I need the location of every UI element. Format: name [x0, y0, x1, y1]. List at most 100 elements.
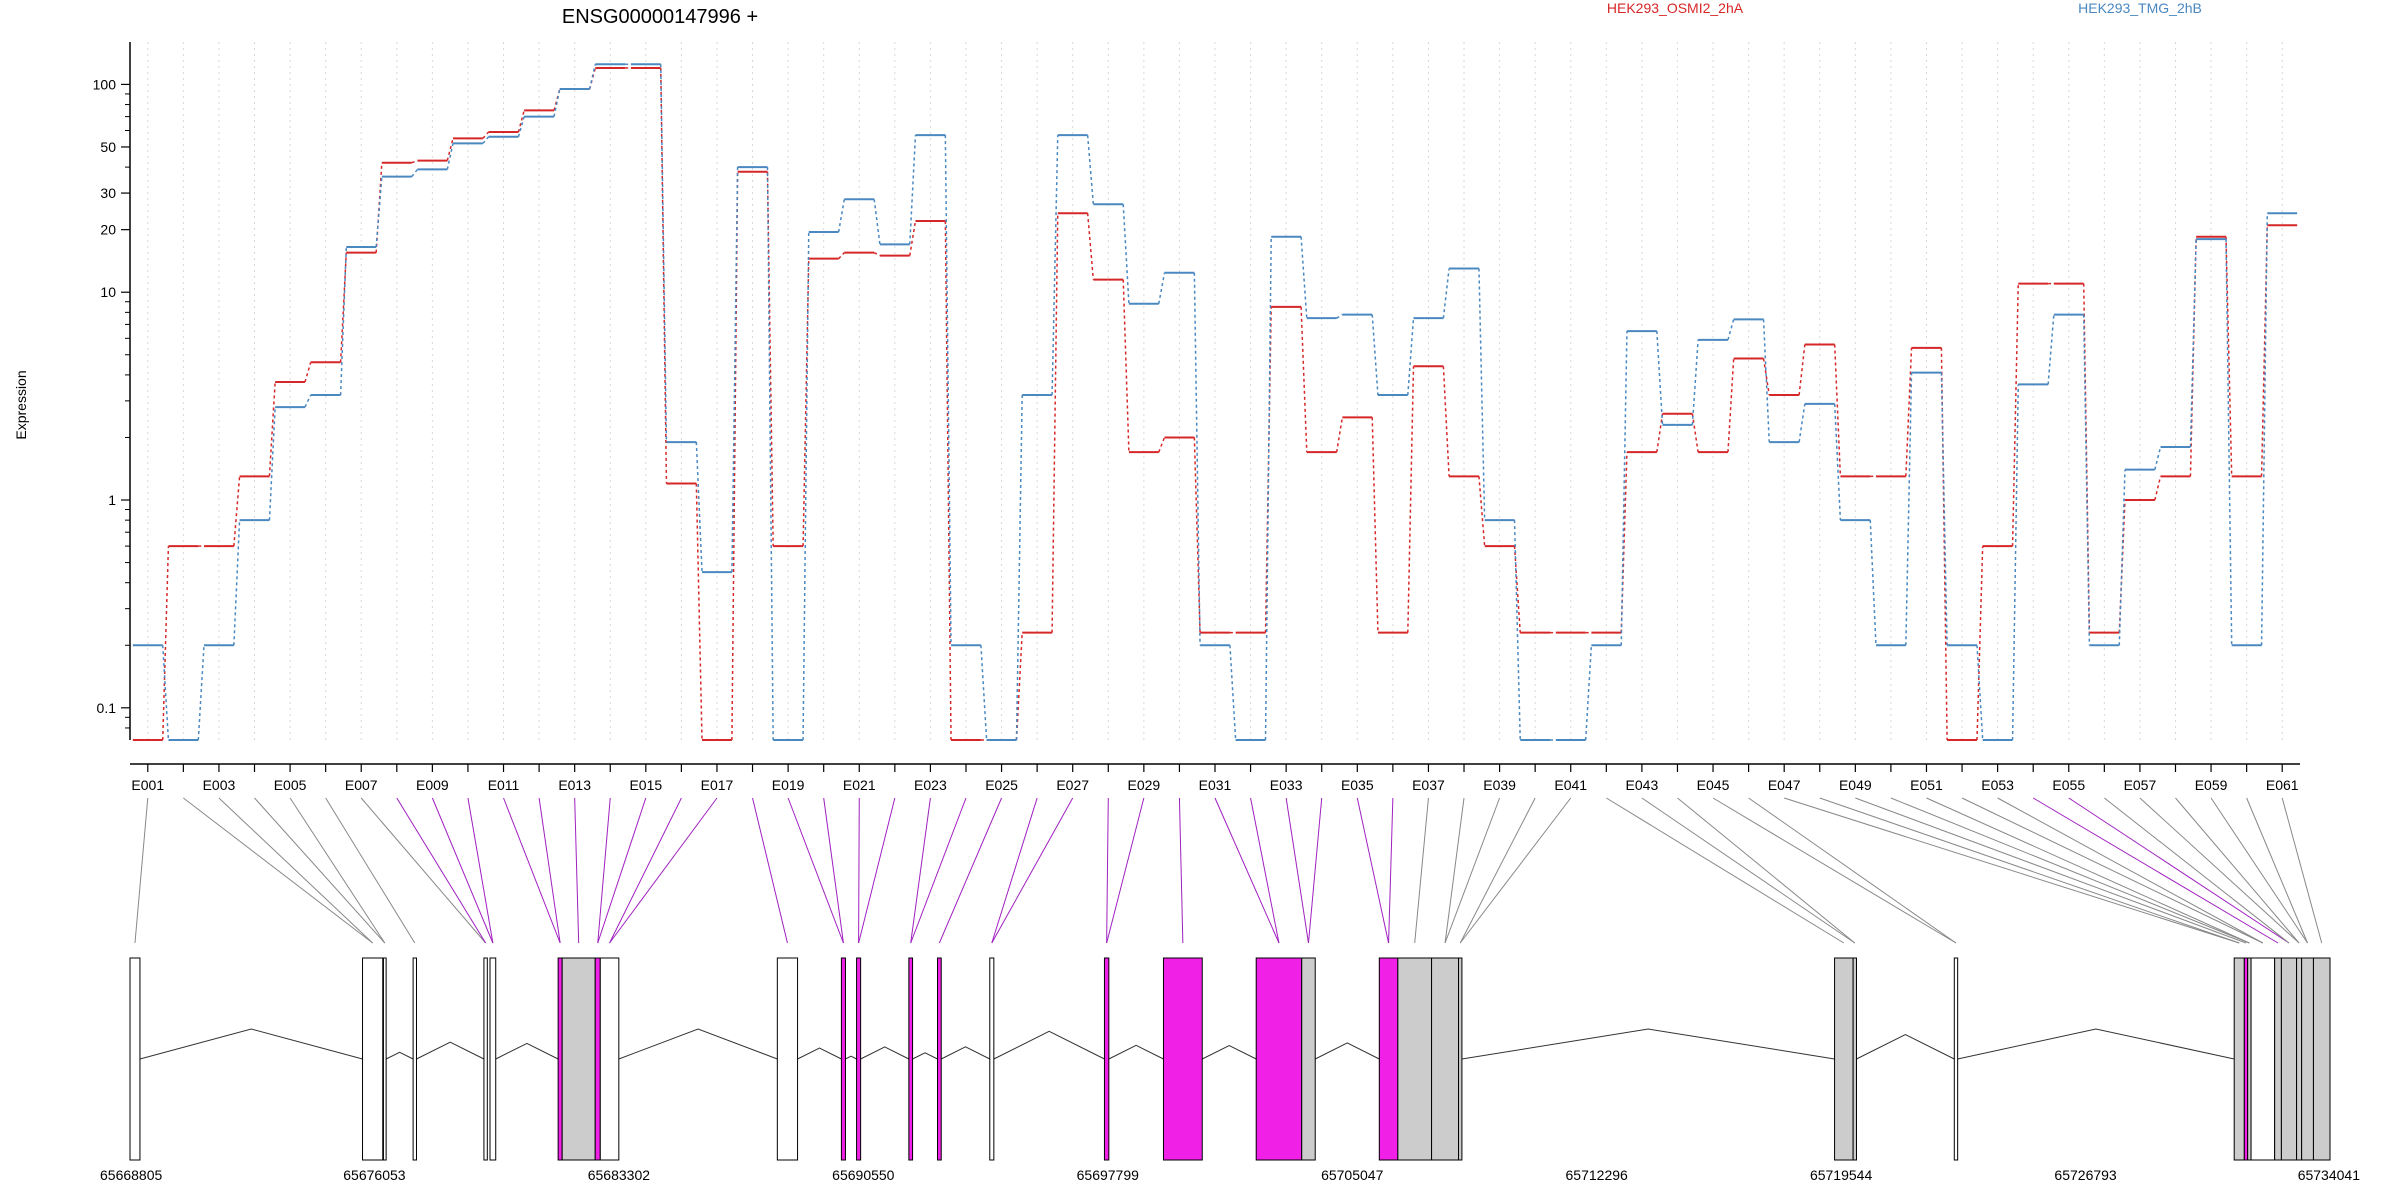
intron-3	[385, 1051, 414, 1060]
grid-lines	[147, 42, 2283, 740]
transition-HEK293_TMG_2hB-E051	[1940, 372, 1948, 646]
exon-box-11	[776, 957, 799, 1161]
exon-box-26	[1852, 957, 1857, 1161]
exon-box-12	[840, 957, 846, 1161]
transition-HEK293_OSMI2_2hA-E023	[944, 221, 952, 741]
transition-HEK293_TMG_2hB-E048	[1833, 403, 1842, 521]
transition-HEK293_TMG_2hB-E007	[375, 176, 383, 248]
transition-HEK293_OSMI2_2hA-E045	[1727, 358, 1735, 453]
genomic-tick-label-65734041: 65734041	[2298, 1167, 2361, 1183]
exon-box-24	[1458, 957, 1463, 1161]
x-tick-label-E051: E051	[1910, 777, 1943, 793]
connector-E059	[2210, 797, 2308, 944]
series-lines	[132, 63, 2298, 741]
transition-HEK293_OSMI2_2hA-E008	[411, 159, 418, 164]
intron-15	[941, 1046, 991, 1060]
transition-HEK293_OSMI2_2hA-E009	[446, 138, 454, 161]
exon-box-3	[382, 957, 387, 1161]
connector-E020	[823, 797, 844, 944]
connector-E006	[325, 797, 416, 944]
exon-connectors	[134, 797, 2323, 944]
transition-HEK293_TMG_2hB-E015	[660, 64, 668, 443]
x-tick-label-E031: E031	[1199, 777, 1232, 793]
x-tick-label-E037: E037	[1412, 777, 1445, 793]
connector-E042	[1606, 797, 1845, 944]
transition-HEK293_TMG_2hB-E041	[1584, 645, 1593, 741]
connector-E052	[1961, 797, 2264, 944]
exon-box-8	[561, 957, 596, 1161]
connector-E040	[1459, 797, 1536, 944]
connector-E032	[1250, 797, 1280, 944]
connector-E057	[2139, 797, 2300, 944]
genomic-tick-label-65683302: 65683302	[588, 1167, 651, 1183]
genomic-tick-label-65719544: 65719544	[1810, 1167, 1873, 1183]
transition-HEK293_OSMI2_2hA-E001	[161, 546, 170, 741]
x-tick-label-E017: E017	[701, 777, 734, 793]
connector-E037	[1414, 797, 1429, 944]
transition-HEK293_TMG_2hB-E002	[197, 645, 205, 741]
transition-HEK293_TMG_2hB-E022	[909, 135, 917, 245]
transition-HEK293_TMG_2hB-E056	[2118, 469, 2126, 646]
x-tick-label-E033: E033	[1270, 777, 1303, 793]
connector-E012	[538, 797, 561, 944]
connector-E004	[254, 797, 386, 944]
transition-HEK293_OSMI2_2hA-E029	[1158, 437, 1166, 453]
connector-E060	[2246, 797, 2309, 944]
connector-E003	[218, 797, 373, 944]
connector-E039	[1444, 797, 1501, 944]
transition-HEK293_OSMI2_2hA-E026	[1051, 213, 1059, 633]
transition-HEK293_OSMI2_2hA-E059	[2225, 236, 2233, 477]
connector-E019	[787, 797, 844, 944]
x-tick-label-E021: E021	[843, 777, 876, 793]
intron-12	[845, 1055, 857, 1060]
transition-HEK293_TMG_2hB-E031	[1229, 645, 1237, 741]
exon-box-15	[937, 957, 942, 1161]
intron-26	[1856, 1033, 1955, 1060]
connector-E011	[503, 797, 561, 944]
x-tick-label-E027: E027	[1056, 777, 1089, 793]
connector-E038	[1444, 797, 1465, 944]
transition-HEK293_TMG_2hB-E026	[1051, 135, 1059, 396]
exon-box-31	[2250, 957, 2276, 1161]
transition-HEK293_TMG_2hB-E049	[1869, 520, 1877, 646]
transition-HEK293_OSMI2_2hA-E043	[1656, 413, 1664, 453]
transition-HEK293_OSMI2_2hA-E047	[1798, 344, 1806, 396]
exon-box-19	[1255, 957, 1303, 1161]
exon-box-28	[2233, 957, 2245, 1161]
exon-box-2	[362, 957, 384, 1161]
series-HEK293_TMG_2hB	[132, 63, 2298, 741]
transition-HEK293_TMG_2hB-E035	[1371, 314, 1379, 396]
transition-HEK293_TMG_2hB-E009	[446, 143, 454, 170]
exon-box-25	[1834, 957, 1854, 1161]
exon-box-13	[856, 957, 862, 1161]
transition-HEK293_TMG_2hB-E028	[1122, 204, 1130, 304]
transition-HEK293_TMG_2hB-E059	[2225, 239, 2233, 646]
exon-box-35	[2301, 957, 2314, 1161]
x-tick-label-E011: E011	[488, 777, 520, 793]
transition-HEK293_OSMI2_2hA-E052	[1976, 546, 1984, 741]
y-axis-label: Expression	[13, 370, 29, 439]
connector-E025	[938, 797, 1003, 944]
transition-HEK293_OSMI2_2hA-E053	[2011, 283, 2020, 547]
transition-HEK293_OSMI2_2hA-E044	[1691, 413, 1699, 453]
x-tick-label-E059: E059	[2195, 777, 2228, 793]
y-tick-label-20: 20	[100, 222, 116, 238]
transition-HEK293_TMG_2hB-E016	[695, 442, 703, 573]
x-tick-label-E047: E047	[1768, 777, 1801, 793]
exon-box-32	[2274, 957, 2282, 1161]
connector-E045	[1712, 797, 1957, 944]
transition-HEK293_OSMI2_2hA-E048	[1833, 344, 1842, 477]
transition-HEK293_TMG_2hB-E010	[482, 136, 490, 144]
connector-E030	[1178, 797, 1184, 944]
transition-HEK293_OSMI2_2hA-E057	[2154, 476, 2162, 501]
transition-HEK293_TMG_2hB-E012	[553, 88, 561, 117]
exon-box-34	[2296, 957, 2303, 1161]
exon-box-9	[594, 957, 601, 1161]
transition-HEK293_TMG_2hB-E045	[1727, 319, 1735, 341]
x-tick-label-E019: E019	[772, 777, 805, 793]
x-tick-label-E045: E045	[1697, 777, 1730, 793]
transition-HEK293_OSMI2_2hA-E028	[1122, 279, 1130, 453]
connector-E043	[1641, 797, 1856, 944]
x-tick-label-E035: E035	[1341, 777, 1374, 793]
exon-box-18	[1162, 957, 1203, 1161]
